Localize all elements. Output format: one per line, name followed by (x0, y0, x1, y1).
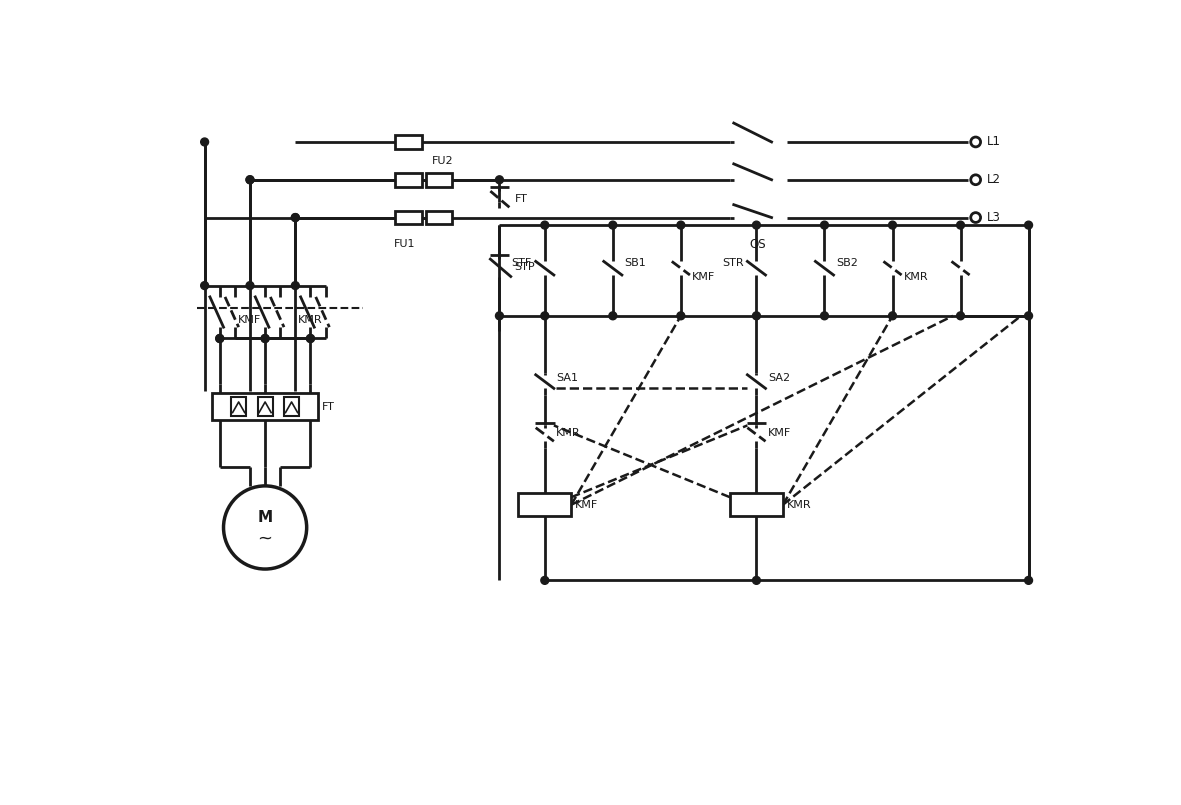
Circle shape (292, 282, 299, 290)
Text: KMR: KMR (556, 428, 581, 438)
Text: QS: QS (749, 237, 765, 250)
Bar (257, 398, 273, 415)
Bar (213, 394, 318, 419)
Text: KMF: KMF (575, 500, 599, 510)
Circle shape (261, 335, 269, 342)
Text: KMR: KMR (903, 271, 928, 282)
Circle shape (957, 312, 965, 320)
Bar (283, 398, 299, 415)
Text: L1: L1 (987, 135, 1001, 148)
Text: FU1: FU1 (393, 239, 415, 249)
Text: FU2: FU2 (431, 156, 454, 166)
Text: KMF: KMF (239, 315, 262, 324)
Text: STP: STP (515, 262, 535, 271)
Circle shape (541, 312, 549, 320)
Circle shape (246, 175, 254, 184)
Text: FT: FT (321, 402, 334, 411)
Circle shape (752, 221, 761, 229)
Circle shape (216, 335, 223, 342)
Circle shape (216, 335, 223, 342)
Text: M: M (257, 510, 273, 525)
Circle shape (246, 175, 254, 184)
Circle shape (677, 312, 685, 320)
Circle shape (292, 213, 299, 221)
Bar (730, 493, 783, 516)
Bar (396, 211, 422, 225)
Circle shape (292, 213, 299, 221)
Bar (396, 135, 422, 149)
Circle shape (307, 335, 314, 342)
Bar (518, 493, 572, 516)
Circle shape (957, 221, 965, 229)
Text: KMF: KMF (768, 428, 791, 438)
Circle shape (496, 312, 503, 320)
Text: SA1: SA1 (556, 373, 579, 383)
Circle shape (752, 576, 761, 584)
Circle shape (888, 312, 896, 320)
Circle shape (496, 175, 503, 184)
Circle shape (1025, 221, 1032, 229)
Text: KMF: KMF (692, 271, 716, 282)
Text: STF: STF (510, 258, 531, 268)
Text: STR: STR (723, 258, 744, 268)
Text: SB2: SB2 (836, 258, 857, 268)
Circle shape (541, 221, 549, 229)
Text: L3: L3 (987, 211, 1000, 224)
Text: FT: FT (515, 194, 528, 204)
Text: L2: L2 (987, 173, 1001, 186)
Circle shape (609, 221, 616, 229)
Circle shape (246, 282, 254, 290)
Text: ~: ~ (257, 530, 273, 548)
Circle shape (821, 221, 828, 229)
Circle shape (1025, 312, 1032, 320)
Bar (425, 173, 452, 187)
Circle shape (201, 138, 209, 146)
Circle shape (677, 221, 685, 229)
Text: SB1: SB1 (625, 258, 646, 268)
Text: KMR: KMR (787, 500, 811, 510)
Text: KMR: KMR (298, 315, 322, 324)
Bar (425, 211, 452, 225)
Circle shape (201, 282, 209, 290)
Circle shape (1025, 576, 1032, 584)
Bar (396, 173, 422, 187)
Circle shape (541, 576, 549, 584)
Circle shape (261, 335, 269, 342)
Circle shape (307, 335, 314, 342)
Circle shape (821, 312, 828, 320)
Circle shape (609, 312, 616, 320)
Circle shape (752, 312, 761, 320)
Circle shape (888, 221, 896, 229)
Bar (231, 398, 246, 415)
Text: SA2: SA2 (768, 373, 790, 383)
